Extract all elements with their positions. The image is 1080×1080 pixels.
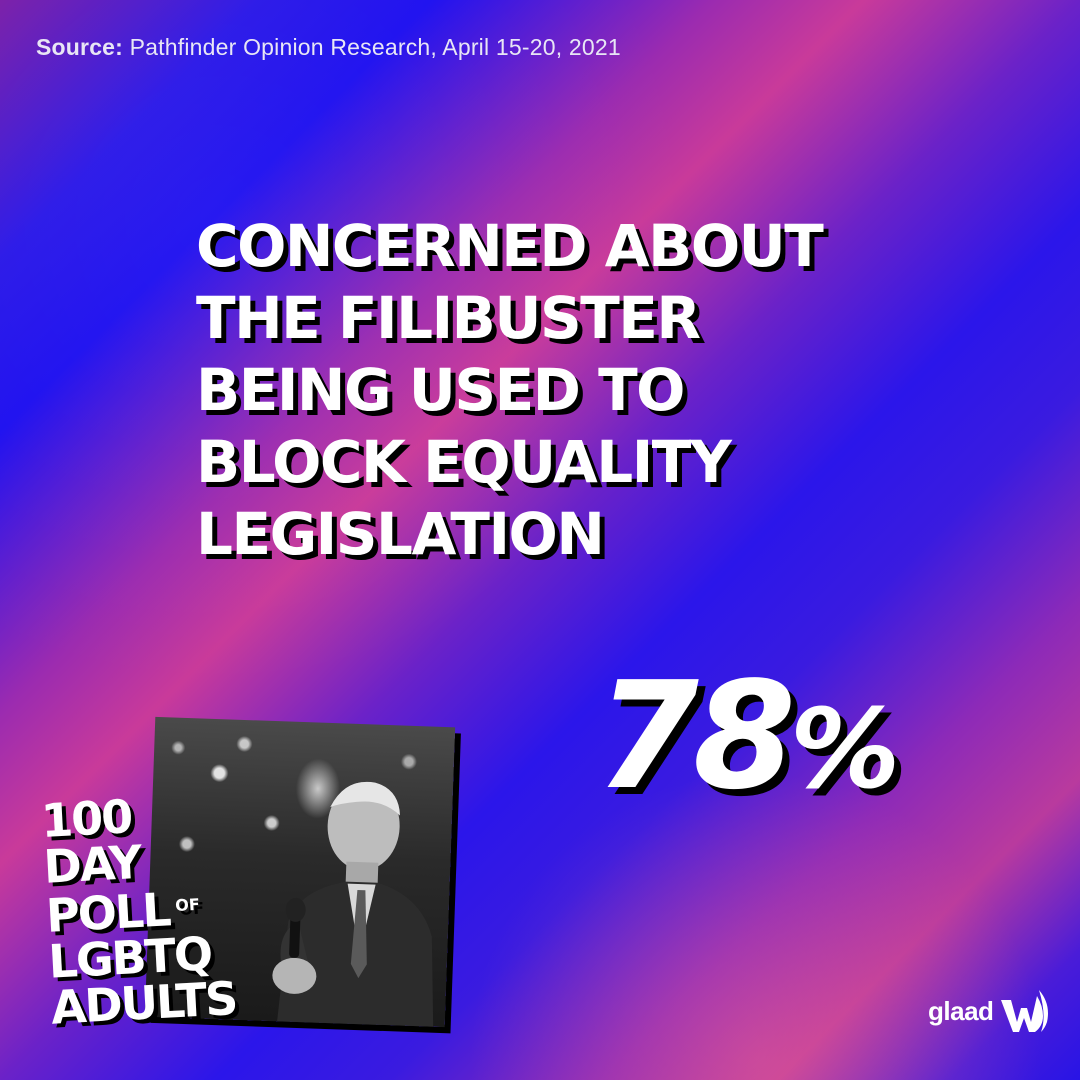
stat-unit: % — [789, 685, 901, 813]
poll-title-of: OF — [174, 894, 201, 916]
source-label: Source: — [36, 34, 124, 60]
poll-title: 100 DAY POLL OF LGBTQ ADULTS — [40, 788, 238, 1035]
headline-line: LEGISLATION — [196, 500, 605, 568]
poll-title-line: ADULTS — [49, 971, 238, 1035]
headline-line: THE FILIBUSTER — [196, 284, 701, 352]
glaad-logo: glaad — [928, 988, 1049, 1034]
percentage-stat: 78% — [596, 662, 900, 810]
speaker-silhouette — [272, 781, 434, 1028]
source-credit: Source: Pathfinder Opinion Research, Apr… — [36, 34, 621, 61]
headline: CONCERNED ABOUT THE FILIBUSTER BEING USE… — [196, 210, 956, 570]
headline-line: BLOCK EQUALITY — [196, 428, 732, 496]
headline-line: BEING USED TO — [196, 356, 685, 424]
stat-value: 78 — [596, 650, 796, 822]
headline-line: CONCERNED ABOUT — [196, 212, 824, 280]
speaker-photo — [144, 716, 456, 1028]
source-text: Pathfinder Opinion Research, April 15-20… — [129, 34, 621, 60]
glaad-wave-icon — [1001, 990, 1049, 1032]
logo-wordmark: glaad — [928, 995, 994, 1026]
